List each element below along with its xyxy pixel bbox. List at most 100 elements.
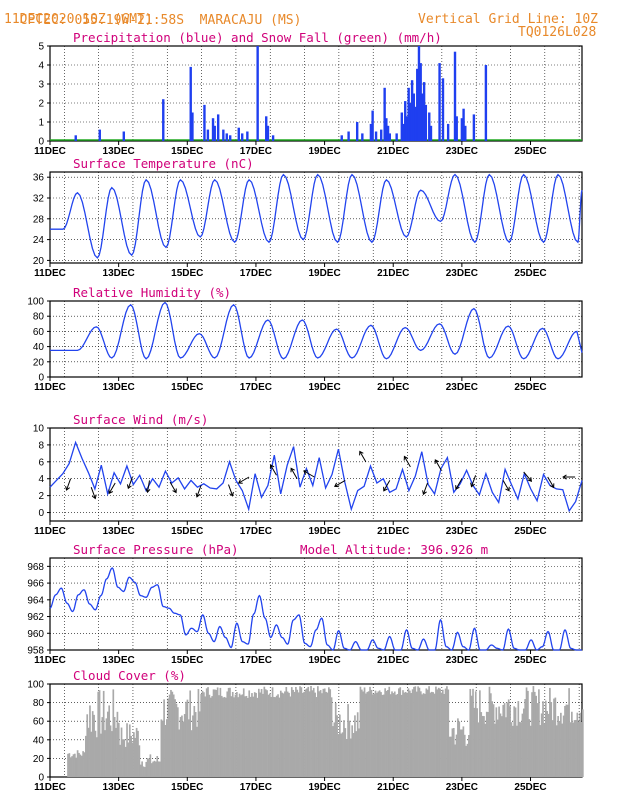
cloud-bar	[78, 752, 80, 777]
plot-frame	[49, 300, 583, 378]
cloud-bar	[474, 691, 477, 777]
cloud-bar	[102, 690, 105, 777]
cloud-bar	[488, 686, 491, 777]
cloud-bar	[516, 725, 518, 777]
cloud-bar	[355, 731, 358, 777]
cloud-bar	[253, 692, 256, 777]
y-tick-label: 28	[33, 214, 45, 225]
x-tick-label: 13DEC	[103, 526, 135, 537]
cloud-bar	[273, 696, 275, 777]
panel-title: Precipitation (blue) and Snow Fall (gree…	[73, 30, 442, 45]
precip-bar	[453, 51, 457, 142]
cloud-bar	[101, 717, 104, 777]
cloud-bar	[480, 712, 483, 777]
cloud-bar	[267, 694, 270, 777]
cloud-bar	[555, 725, 558, 777]
x-tick-label: 23DEC	[446, 382, 478, 393]
temperature-series	[50, 173, 583, 259]
cloud-bar	[141, 761, 143, 777]
cloud-bar	[87, 727, 90, 777]
y-tick-label: 0	[38, 773, 44, 784]
cloud-bar	[575, 719, 577, 777]
precip-bar	[266, 125, 270, 141]
cloud-bar	[89, 705, 91, 777]
cloud-bar	[249, 696, 252, 777]
x-tick-label: 15DEC	[171, 146, 203, 157]
x-tick-label: 17DEC	[240, 526, 272, 537]
cloud-bar	[72, 754, 75, 777]
x-tick-label: 25DEC	[514, 268, 546, 279]
y-tick-label: 32	[33, 194, 45, 205]
cloud-bar	[499, 713, 502, 777]
precip-bar	[386, 125, 390, 141]
cloud-bar	[93, 714, 95, 777]
cloud-bar	[201, 690, 204, 777]
y-tick-label: 20	[33, 256, 45, 267]
cloud-bar	[491, 701, 494, 777]
cloud-bar	[459, 729, 462, 777]
wind-arrow	[237, 476, 250, 484]
precip-bar	[98, 129, 101, 141]
cloud-bar	[156, 756, 159, 777]
cloud-bar	[67, 753, 69, 777]
cloud-bar	[348, 720, 351, 777]
cloud-bar	[549, 687, 551, 777]
cloud-bar	[582, 709, 584, 777]
cloud-bar	[418, 687, 421, 777]
precip-bar	[421, 93, 424, 141]
cloud-bar	[566, 704, 569, 777]
cloud-bar	[326, 692, 329, 777]
cloud-bar	[436, 689, 439, 777]
x-tick-label: 25DEC	[514, 655, 546, 666]
cloud-bar	[564, 705, 566, 777]
cloud-bar	[285, 686, 288, 777]
cloud-bar	[208, 694, 211, 777]
plot-frame	[49, 45, 583, 142]
cloud-bar	[579, 712, 581, 777]
cloud-bar	[522, 708, 525, 777]
cloud-bar	[323, 688, 326, 777]
cloud-bar	[236, 692, 238, 777]
cloud-bar	[159, 761, 161, 777]
cloud-bar	[274, 697, 277, 777]
cloud-bar	[565, 704, 568, 777]
cloud-bar	[425, 688, 428, 777]
cloud-bar	[288, 692, 290, 777]
cloud-bar	[205, 688, 208, 777]
cloud-bar	[155, 761, 157, 777]
cloud-bar	[234, 694, 237, 777]
cloud-bar	[86, 714, 89, 777]
cloud-bar	[124, 746, 127, 777]
cloud-bar	[212, 689, 215, 777]
y-tick-label: 960	[27, 629, 44, 640]
cloud-bar	[411, 689, 414, 777]
cloud-bar	[278, 697, 281, 777]
cloud-bar	[104, 730, 106, 777]
cloud-bar	[494, 723, 496, 777]
y-tick-label: 60	[33, 327, 45, 338]
precip-bar	[460, 118, 464, 141]
cloud-bar	[270, 697, 273, 777]
cloud-bar	[430, 691, 433, 777]
precip-bar	[380, 129, 383, 141]
precip-bar	[246, 131, 249, 141]
y-tick-label: 10	[33, 424, 45, 435]
precip-bar	[216, 114, 220, 141]
cloud-bar	[100, 733, 102, 777]
precip-bar	[407, 87, 410, 141]
y-tick-label: 40	[33, 342, 45, 353]
precip-bar	[429, 125, 433, 141]
cloud-bar	[472, 688, 474, 777]
cloud-bar	[514, 707, 517, 777]
pressure-series	[49, 567, 582, 651]
header-agency: CPTEC:	[19, 13, 67, 28]
cloud-bar	[256, 697, 259, 777]
cloud-bar	[308, 691, 311, 777]
cloud-bar	[94, 730, 97, 777]
cloud-bar	[179, 716, 182, 777]
cloud-bar	[112, 689, 115, 777]
cloud-bar	[553, 698, 555, 777]
humidity-series	[50, 301, 583, 360]
cloud-bar	[292, 689, 294, 777]
